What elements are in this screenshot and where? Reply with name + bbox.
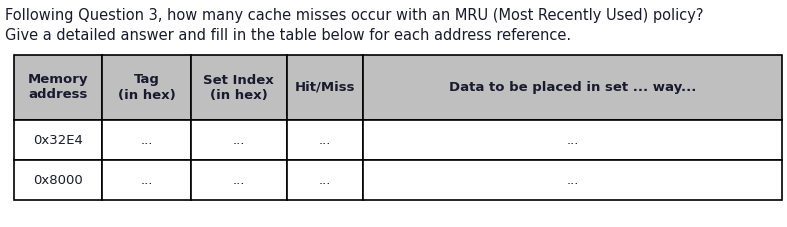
Text: ...: ... bbox=[140, 173, 153, 187]
Text: 0x32E4: 0x32E4 bbox=[33, 133, 83, 146]
Text: Hit/Miss: Hit/Miss bbox=[295, 81, 355, 94]
Text: Tag
(in hex): Tag (in hex) bbox=[117, 74, 176, 101]
Text: Give a detailed answer and fill in the table below for each address reference.: Give a detailed answer and fill in the t… bbox=[5, 28, 571, 43]
Text: Set Index
(in hex): Set Index (in hex) bbox=[203, 74, 274, 101]
Bar bbox=[14, 160, 102, 200]
Bar bbox=[286, 55, 364, 120]
Text: ...: ... bbox=[567, 133, 579, 146]
Bar bbox=[190, 160, 286, 200]
Text: Following Question 3, how many cache misses occur with an MRU (Most Recently Use: Following Question 3, how many cache mis… bbox=[5, 8, 704, 23]
Bar bbox=[286, 160, 364, 200]
Text: ...: ... bbox=[567, 173, 579, 187]
Bar bbox=[102, 55, 190, 120]
Text: ...: ... bbox=[140, 133, 153, 146]
Text: 0x8000: 0x8000 bbox=[33, 173, 83, 187]
Bar bbox=[102, 160, 190, 200]
Bar bbox=[364, 160, 782, 200]
Text: ...: ... bbox=[232, 133, 245, 146]
Text: ...: ... bbox=[232, 173, 245, 187]
Bar bbox=[102, 120, 190, 160]
Text: ...: ... bbox=[319, 173, 331, 187]
Bar bbox=[364, 120, 782, 160]
Bar bbox=[190, 55, 286, 120]
Bar bbox=[14, 55, 102, 120]
Text: ...: ... bbox=[319, 133, 331, 146]
Bar bbox=[286, 120, 364, 160]
Text: Memory
address: Memory address bbox=[28, 74, 88, 101]
Bar bbox=[190, 120, 286, 160]
Bar bbox=[364, 55, 782, 120]
Text: Data to be placed in set ... way...: Data to be placed in set ... way... bbox=[449, 81, 696, 94]
Bar bbox=[14, 120, 102, 160]
